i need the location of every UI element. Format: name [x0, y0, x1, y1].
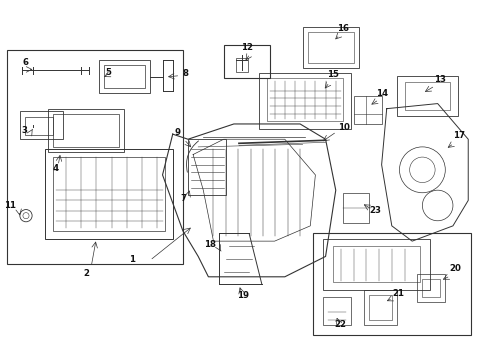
Bar	[417, 274, 445, 302]
Bar	[99, 60, 150, 93]
Text: 3: 3	[21, 126, 27, 135]
Text: 12: 12	[241, 43, 253, 52]
Bar	[259, 73, 351, 129]
Bar	[313, 234, 471, 336]
Text: 23: 23	[369, 206, 382, 215]
Bar	[323, 297, 351, 325]
Text: 10: 10	[338, 123, 350, 132]
Bar	[236, 58, 247, 72]
Bar	[20, 111, 63, 139]
Text: 22: 22	[335, 320, 347, 329]
Text: 14: 14	[375, 89, 388, 98]
Bar	[53, 157, 165, 231]
Bar	[397, 76, 458, 116]
Bar	[354, 96, 382, 124]
Bar	[48, 109, 124, 152]
Bar	[343, 193, 369, 223]
Bar	[364, 289, 397, 325]
Bar	[25, 117, 53, 135]
Text: 17: 17	[453, 131, 465, 140]
Text: 16: 16	[338, 24, 349, 33]
Bar	[267, 78, 343, 121]
Text: 19: 19	[237, 291, 249, 300]
Bar	[223, 45, 270, 78]
Text: 5: 5	[106, 68, 112, 77]
Bar	[405, 82, 450, 110]
Text: 13: 13	[434, 75, 446, 84]
Text: 6: 6	[23, 58, 29, 67]
Bar	[53, 114, 119, 147]
Text: 20: 20	[449, 264, 462, 273]
Text: 1: 1	[129, 255, 135, 264]
Text: 7: 7	[181, 194, 187, 203]
Bar	[104, 66, 145, 88]
Bar	[303, 27, 359, 68]
Text: 9: 9	[174, 128, 180, 137]
Bar	[422, 279, 440, 297]
Text: 4: 4	[52, 164, 59, 173]
Text: 18: 18	[204, 240, 216, 249]
Bar	[333, 246, 420, 282]
Bar	[7, 50, 183, 264]
Bar	[369, 294, 392, 320]
Text: 11: 11	[4, 201, 16, 210]
Bar	[323, 239, 430, 289]
Bar	[188, 139, 226, 195]
Bar	[308, 32, 354, 63]
Bar	[46, 149, 173, 239]
Text: 21: 21	[392, 289, 404, 298]
Text: 15: 15	[327, 70, 339, 79]
Text: 2: 2	[83, 269, 89, 278]
Text: 8: 8	[182, 68, 189, 77]
